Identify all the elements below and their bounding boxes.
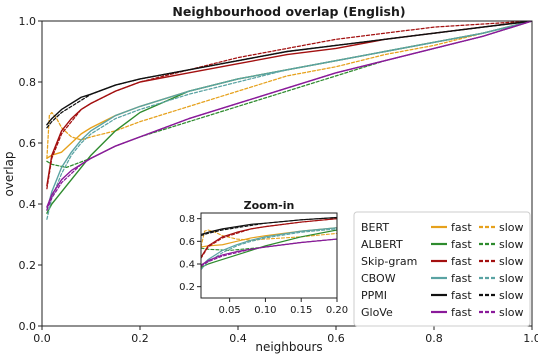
legend-row-cbow: CBOW fast slow: [361, 272, 524, 285]
series-line-ppmi-slow: [201, 216, 337, 237]
legend-model-label: CBOW: [361, 272, 396, 285]
series-lines: [46, 21, 532, 220]
y-tick-label: 0.8: [19, 76, 37, 89]
series-line-bert-slow: [201, 229, 337, 248]
x-tick-label: 0.20: [326, 305, 348, 316]
series-line-skip-gram-fast: [201, 218, 337, 258]
series-line-albert-slow: [201, 238, 337, 251]
y-tick-label: 0.2: [19, 259, 37, 272]
series-line-glove-fast: [201, 238, 337, 266]
legend-slow-label: slow: [499, 221, 524, 234]
x-tick-label: 0.6: [327, 332, 345, 345]
y-tick-label: 1.0: [19, 15, 37, 28]
legend-fast-label: fast: [451, 289, 472, 302]
series-line-ppmi-slow: [46, 21, 532, 129]
series-line-glove-slow: [201, 238, 337, 267]
zoom-in-inset: 0.05 0.10 0.15 0.20 0.2 0.4 0.6 0.8 Zoom-in: [179, 199, 348, 316]
legend-fast-label: fast: [451, 255, 472, 268]
legend-fast-label: fast: [451, 306, 472, 319]
y-tick-label: 0.0: [19, 320, 37, 333]
x-tick-label: 0.4: [229, 332, 247, 345]
legend-model-label: PPMI: [361, 289, 387, 302]
series-line-cbow-slow: [46, 21, 532, 220]
legend-slow-label: slow: [499, 306, 524, 319]
series-line-ppmi-fast: [201, 216, 337, 236]
legend-model-label: ALBERT: [361, 238, 403, 251]
y-axis-label: overlap: [2, 151, 16, 196]
chart-title: Neighbourhood overlap (English): [172, 4, 405, 19]
series-line-bert-fast: [201, 227, 337, 248]
legend-model-label: Skip-gram: [361, 255, 417, 268]
y-tick-label: 0.6: [19, 137, 37, 150]
legend-model-label: GloVe: [361, 306, 393, 319]
legend-slow-label: slow: [499, 255, 524, 268]
series-lines: [201, 216, 337, 271]
series-line-skip-gram-slow: [46, 21, 532, 190]
legend-fast-label: fast: [451, 238, 472, 251]
x-tick-label: 0.10: [254, 305, 276, 316]
x-tick-label: 0.2: [131, 332, 149, 345]
x-axis-label: neighbours: [255, 340, 322, 354]
x-tick-label: 0.0: [33, 332, 51, 345]
legend: BERT fast slow ALBERT fast slow Skip-gram fast s…: [353, 211, 531, 327]
legend-slow-label: slow: [499, 272, 524, 285]
x-tick-label: 1.0: [523, 332, 538, 345]
series-line-cbow-fast: [201, 227, 337, 267]
x-tick-label: 0.15: [290, 305, 312, 316]
y-tick-label: 0.6: [179, 237, 195, 248]
plot-frame: [41, 20, 533, 327]
x-tick-label: 0.8: [425, 332, 443, 345]
y-tick-label: 0.2: [179, 282, 195, 293]
legend-model-label: BERT: [361, 221, 389, 234]
legend-row-ppmi: PPMI fast slow: [361, 289, 524, 302]
series-line-glove-slow: [46, 21, 532, 211]
series-line-albert-slow: [46, 21, 532, 169]
inset-title: Zoom-in: [244, 199, 295, 212]
main-plot: 0.0 0.2 0.4 0.6 0.8 1.0 0.0 0.2 0.4 0.6 0.8 1.0: [19, 15, 538, 345]
legend-slow-label: slow: [499, 238, 524, 251]
legend-row-glove: GloVe fast slow: [361, 306, 524, 319]
y-tick-label: 0.4: [19, 198, 37, 211]
series-line-cbow-slow: [201, 228, 337, 271]
series-line-skip-gram-slow: [201, 218, 337, 259]
legend-fast-label: fast: [451, 272, 472, 285]
x-tick-label: 0.05: [218, 305, 240, 316]
y-tick-label: 0.4: [179, 260, 195, 271]
legend-row-skip-gram: Skip-gram fast slow: [361, 255, 524, 268]
legend-row-bert: BERT fast slow: [361, 221, 524, 234]
legend-slow-label: slow: [499, 289, 524, 302]
series-line-albert-fast: [201, 229, 337, 268]
y-tick-label: 0.8: [179, 214, 195, 225]
legend-box: [353, 211, 531, 327]
legend-fast-label: fast: [451, 221, 472, 234]
legend-row-albert: ALBERT fast slow: [361, 238, 524, 251]
plot-frame: [200, 212, 338, 299]
